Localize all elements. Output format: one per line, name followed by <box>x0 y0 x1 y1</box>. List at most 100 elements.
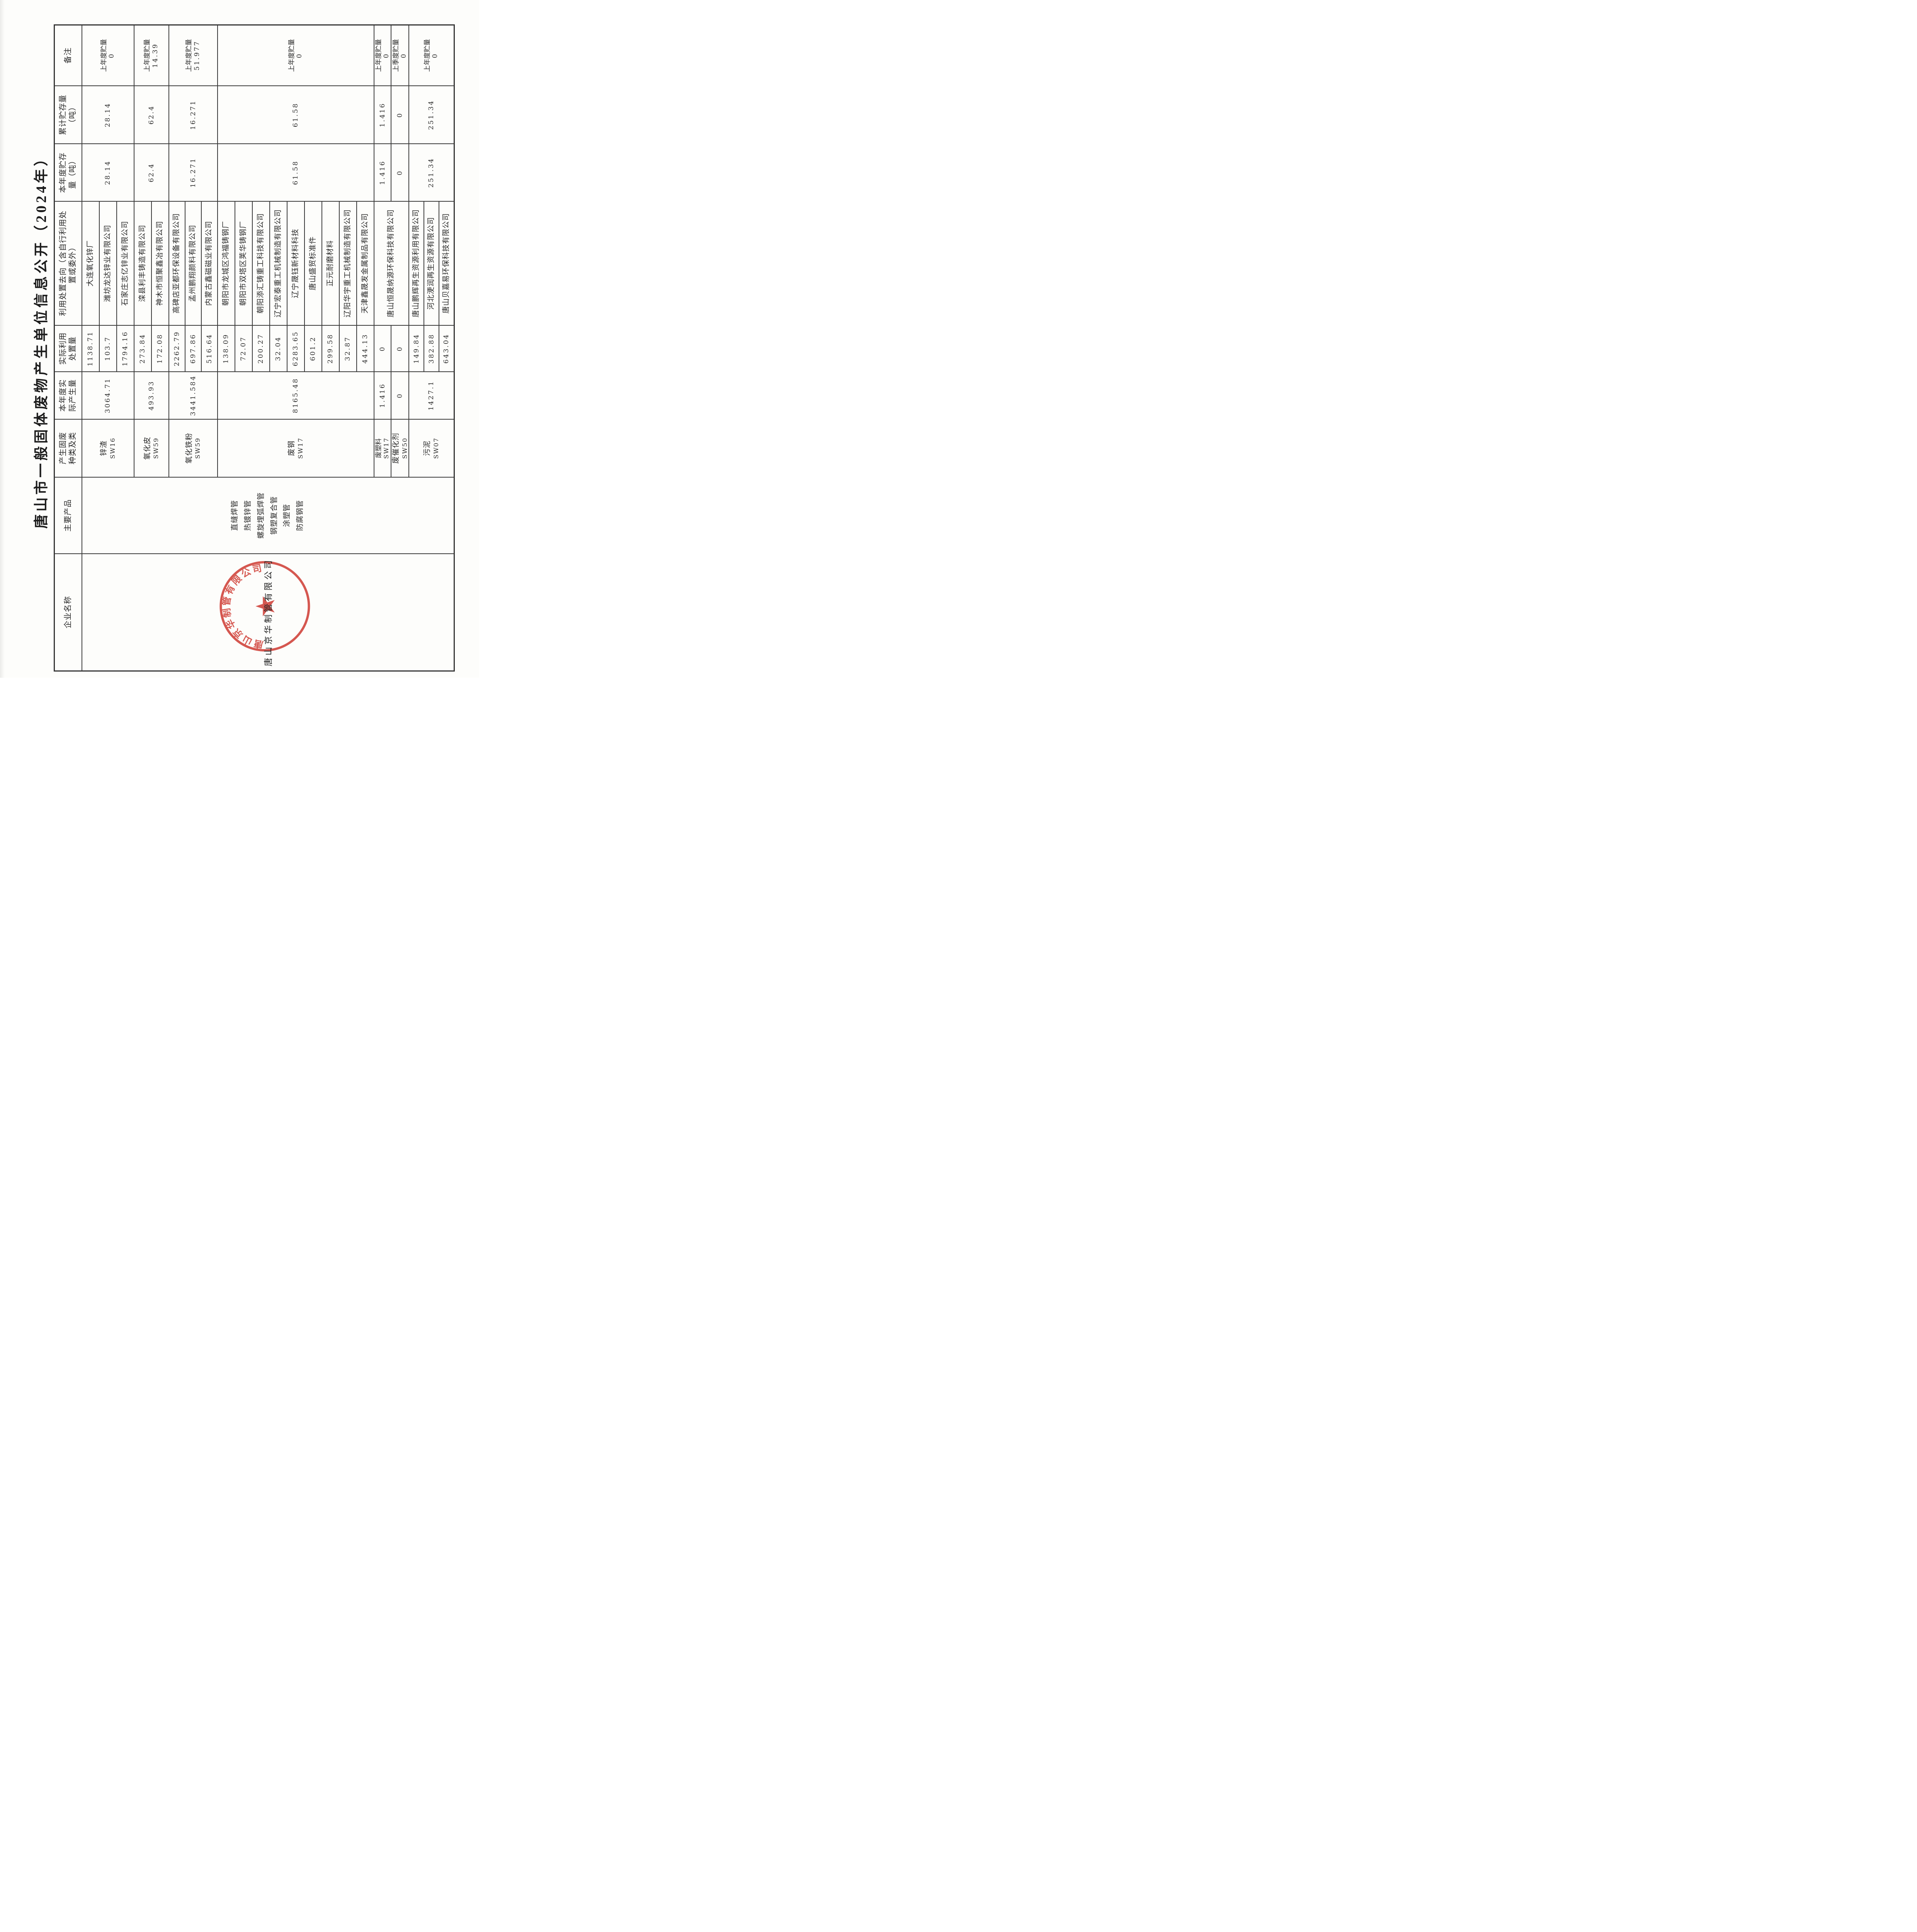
total-storage-cell: 251.34 <box>409 86 454 144</box>
disposal-company-cell: 正元耐磨材料 <box>321 201 339 325</box>
disposal-company-cell: 天津鑫晟发金属制品有限公司 <box>356 201 374 325</box>
company-name-text: 唐山京华制管有限公司 <box>264 558 273 667</box>
remark-value: 14.39 <box>151 43 159 68</box>
disposal-amount-cell: 103.7 <box>99 325 117 372</box>
disposal-amount-cell: 32.04 <box>269 325 287 372</box>
disposal-company-cell: 唐山盛贸标准件 <box>304 201 322 325</box>
disposal-amount-cell: 444.13 <box>356 325 374 372</box>
disposal-company-cell: 神木市恒聚鑫冶有限公司 <box>151 201 169 325</box>
waste-type-name: 废钢 <box>287 440 296 456</box>
disposal-amount-cell: 601.2 <box>304 325 322 372</box>
waste-type-code: SW17 <box>382 437 390 459</box>
remark-value: 0 <box>431 53 439 58</box>
year-storage-cell: 16.271 <box>168 144 218 201</box>
waste-type-name: 氧化皮 <box>143 436 151 460</box>
col-header-line: 备注 <box>63 47 72 64</box>
total-storage-cell: 16.271 <box>168 86 218 144</box>
year-storage-cell: 1.416 <box>374 144 391 201</box>
col-header-line: 本年度实 <box>59 379 68 412</box>
disposal-company-cell: 朝阳添汇铸重工科技有限公司 <box>252 201 270 325</box>
col-header-line: 实际利用 <box>59 332 68 365</box>
disposal-amount-cell: 299.58 <box>321 325 339 372</box>
remark-label: 上年度贮量 <box>424 39 431 72</box>
waste-type-cell: 废钢 SW17 <box>217 419 374 478</box>
year-storage-cell: 251.34 <box>409 144 454 201</box>
waste-type-cell: 氧化铁粉 SW59 <box>168 419 218 478</box>
remark-value: 0 <box>108 53 116 58</box>
product-item: 热镀锌管 <box>244 500 252 531</box>
disposal-amount-cell: 643.04 <box>439 325 454 372</box>
col-header-line: 主要产品 <box>63 499 72 532</box>
waste-type-name: 氧化铁粉 <box>185 432 193 464</box>
disposal-amount-cell: 200.27 <box>252 325 270 372</box>
svg-text:★: ★ <box>251 595 280 618</box>
total-storage-cell: 0 <box>391 86 409 144</box>
remark-label: 上年度贮量 <box>287 39 295 72</box>
waste-type-code: SW50 <box>401 437 408 459</box>
company-name-cell: 唐山京华制管有限公司 ★ 唐山京华制管有限公司 <box>82 553 454 671</box>
remark-cell: 上季度贮量 0 <box>391 25 409 86</box>
col-header-produced: 本年度实 际产生量 <box>54 372 82 419</box>
disposal-company-cell: 朝阳市龙城区鸿福铸钢厂 <box>217 201 235 325</box>
waste-type-name: 污泥 <box>423 440 432 456</box>
year-storage-cell: 61.58 <box>217 144 374 201</box>
year-storage-cell: 28.14 <box>82 144 134 201</box>
disposal-company-cell: 大连氧化锌厂 <box>82 201 99 325</box>
disposal-amount-cell: 2262.79 <box>168 325 185 372</box>
disposal-amount-cell: 172.08 <box>151 325 169 372</box>
remark-cell: 上年度贮量 0 <box>82 25 134 86</box>
col-header-line: 处置量 <box>68 336 77 361</box>
col-header-line: 际产生量 <box>68 379 77 412</box>
disposal-company-cell: 滦县利丰铸造有限公司 <box>134 201 151 325</box>
remark-value: 51.977 <box>193 40 201 71</box>
remark-cell: 上年度贮量 0 <box>409 25 454 86</box>
disposal-amount-cell: 516.64 <box>201 325 218 372</box>
remark-label: 上季度贮量 <box>392 39 400 72</box>
remark-value: 0 <box>400 53 408 58</box>
disposal-company-cell: 唐山贝嘉易环保科技有限公司 <box>439 201 454 325</box>
col-header-line: 累计贮存量 <box>59 94 68 135</box>
produced-amount-cell: 3441.584 <box>168 372 218 419</box>
waste-type-cell: 污泥 SW07 <box>409 419 454 478</box>
waste-type-name: 废塑料 <box>374 438 382 458</box>
disposal-amount-cell: 273.84 <box>134 325 151 372</box>
year-storage-cell: 62.4 <box>134 144 169 201</box>
disposal-company-cell: 河北浭润再生资源有限公司 <box>424 201 439 325</box>
disposal-amount-cell: 149.84 <box>409 325 424 372</box>
waste-type-name: 废催化剂 <box>392 432 400 464</box>
remark-cell: 上年度贮量 14.39 <box>134 25 169 86</box>
remark-value: 0 <box>296 53 303 58</box>
waste-type-cell: 废塑料 SW17 <box>374 419 391 478</box>
remark-cell: 上年度贮量 0 <box>374 25 391 86</box>
disposal-amount-cell: 1138.71 <box>82 325 99 372</box>
produced-amount-cell: 0 <box>391 372 409 419</box>
disposal-amount-cell: 6283.65 <box>287 325 304 372</box>
disposal-company-cell: 石家庄志亿锌业有限公司 <box>116 201 134 325</box>
product-item: 直缝焊管 <box>231 500 239 531</box>
total-storage-cell: 61.58 <box>217 86 374 144</box>
col-header-line: （吨） <box>68 102 77 127</box>
waste-type-cell: 氧化皮 SW59 <box>134 419 169 478</box>
total-storage-cell: 62.4 <box>134 86 169 144</box>
waste-type-cell: 废催化剂 SW50 <box>391 419 409 478</box>
total-storage-cell: 1.416 <box>374 86 391 144</box>
main-products-cell: 直缝焊管 热镀锌管 螺旋埋弧焊管 钢塑复合管 涂塑管 防腐钢管 <box>82 477 454 554</box>
disposal-amount-cell: 0 <box>374 325 391 372</box>
landscape-stage: 唐山市一般固体废物产生单位信息公开（2024年） 企业名称 主要产品 产生固废 种类及… <box>0 0 479 678</box>
remark-cell: 上年度贮量 51.977 <box>168 25 218 86</box>
remark-label: 上年度贮量 <box>185 39 193 72</box>
year-storage-cell: 0 <box>391 144 409 201</box>
produced-amount-cell: 1427.1 <box>409 372 454 419</box>
col-header-company: 企业名称 <box>54 553 82 671</box>
disposal-company-cell: 唐山鹏辉再生资源利用有限公司 <box>409 201 424 325</box>
col-header-line: 本年度贮存 <box>59 152 68 193</box>
produced-amount-cell: 1.416 <box>374 372 391 419</box>
col-header-total-storage: 累计贮存量 （吨） <box>54 86 82 144</box>
col-header-line: 产生固废 <box>59 432 68 464</box>
product-item: 钢塑复合管 <box>270 496 278 535</box>
waste-disclosure-table: 企业名称 主要产品 产生固废 种类及类 本年度实 际产生量 实际利用 处置量 利用处置去向（含自… <box>54 24 455 672</box>
waste-type-code: SW16 <box>109 437 116 459</box>
remark-label: 上年度贮量 <box>374 39 382 72</box>
disposal-company-cell: 朝阳市双塔区荚华铸钢厂 <box>235 201 252 325</box>
waste-type-code: SW17 <box>296 437 304 459</box>
